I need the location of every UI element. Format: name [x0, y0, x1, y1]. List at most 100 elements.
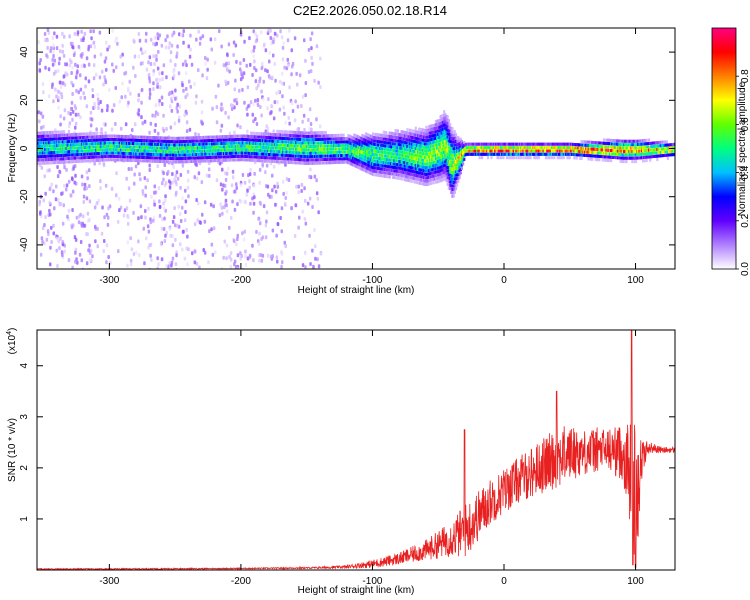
- heatmap-cell: [66, 146, 69, 150]
- heatmap-cell: [321, 137, 324, 141]
- heatmap-cell: [161, 136, 164, 140]
- heatmap-cell: [89, 159, 92, 163]
- heatmap-cell: [396, 173, 400, 177]
- heatmap-cell: [174, 157, 177, 161]
- heatmap-cell: [228, 138, 231, 142]
- heatmap-cell: [46, 137, 49, 141]
- heatmap-cell: [221, 152, 224, 156]
- heatmap-cell: [309, 134, 312, 138]
- heatmap-cell: [426, 166, 429, 169]
- heatmap-cell: [434, 136, 437, 140]
- heatmap-cell: [316, 141, 319, 145]
- heatmap-cell: [273, 133, 276, 137]
- heatmap-cell: [441, 161, 445, 165]
- heatmap-cell: [447, 119, 450, 123]
- heatmap-cell: [308, 141, 311, 145]
- heatmap-cell: [102, 145, 105, 148]
- heatmap-cell: [182, 156, 185, 160]
- heatmap-cell: [136, 135, 139, 139]
- heatmap-cell: [348, 161, 351, 165]
- heatmap-cell: [392, 132, 395, 136]
- heatmap-cell: [447, 163, 450, 167]
- heatmap-cell: [186, 139, 189, 143]
- heatmap-cell: [331, 151, 334, 154]
- heatmap-speckle: [191, 251, 194, 256]
- heatmap-cell: [380, 170, 383, 174]
- heatmap-cell: [170, 140, 173, 144]
- heatmap-cell: [161, 149, 164, 153]
- heatmap-cell: [396, 136, 400, 140]
- heatmap-speckle: [135, 250, 138, 255]
- heatmap-speckle: [245, 63, 248, 68]
- heatmap-cell: [428, 145, 432, 149]
- heatmap-cell: [282, 133, 285, 137]
- heatmap-cell: [239, 148, 242, 152]
- heatmap-speckle: [157, 102, 161, 107]
- heatmap-cell: [79, 136, 82, 140]
- heatmap-cell: [434, 160, 437, 164]
- heatmap-cell: [347, 134, 350, 138]
- heatmap-speckle: [46, 38, 49, 43]
- heatmap-cell: [425, 156, 428, 160]
- heatmap-speckle: [248, 172, 252, 177]
- heatmap-cell: [118, 148, 121, 152]
- heatmap-cell: [450, 164, 453, 167]
- heatmap-cell: [340, 140, 343, 144]
- heatmap-speckle: [262, 204, 266, 209]
- heatmap-speckle: [133, 54, 137, 59]
- heatmap-cell: [419, 141, 422, 145]
- heatmap-cell: [175, 136, 178, 140]
- heatmap-cell: [189, 146, 192, 150]
- heatmap-cell: [338, 147, 342, 151]
- heatmap-speckle: [259, 105, 262, 109]
- heatmap-cell: [301, 151, 304, 155]
- heatmap-cell: [140, 159, 143, 163]
- heatmap-cell: [392, 152, 395, 156]
- heatmap-speckle: [98, 30, 102, 35]
- heatmap-cell: [389, 141, 392, 145]
- heatmap-cell: [424, 156, 427, 159]
- heatmap-cell: [329, 147, 332, 151]
- heatmap-cell: [284, 157, 287, 161]
- heatmap-speckle: [80, 174, 84, 179]
- heatmap-cell: [407, 179, 410, 182]
- heatmap-cell: [375, 166, 378, 170]
- heatmap-cell: [74, 139, 78, 143]
- heatmap-cell: [337, 157, 340, 161]
- heatmap-cell: [391, 148, 394, 152]
- heatmap-cell: [407, 172, 410, 176]
- heatmap-cell: [387, 134, 390, 138]
- heatmap-speckle: [63, 82, 67, 87]
- heatmap-cell: [388, 148, 391, 152]
- heatmap-cell: [303, 141, 306, 145]
- heatmap-cell: [103, 151, 106, 155]
- heatmap-speckle: [211, 252, 215, 257]
- heatmap-speckle: [94, 72, 98, 77]
- heatmap-cell: [404, 157, 407, 161]
- heatmap-cell: [79, 139, 82, 143]
- heatmap-cell: [221, 142, 224, 145]
- heatmap-cell: [182, 160, 185, 164]
- heatmap-speckle: [314, 256, 317, 261]
- heatmap-cell: [117, 134, 120, 138]
- heatmap-cell: [59, 154, 62, 157]
- heatmap-cell: [341, 143, 344, 147]
- heatmap-cell: [147, 149, 150, 153]
- heatmap-cell: [82, 139, 85, 143]
- heatmap-cell: [108, 138, 111, 141]
- heatmap-speckle: [170, 96, 173, 101]
- heatmap-cell: [385, 174, 388, 178]
- heatmap-cell: [368, 167, 371, 171]
- heatmap-cell: [96, 135, 99, 139]
- heatmap-cell: [425, 183, 428, 187]
- heatmap-speckle: [195, 176, 199, 181]
- heatmap-cell: [272, 139, 275, 143]
- heatmap-cell: [196, 153, 199, 156]
- heatmap-cell: [314, 144, 317, 148]
- heatmap-speckle: [248, 36, 251, 41]
- heatmap-cell: [130, 155, 133, 159]
- heatmap-cell: [51, 161, 54, 165]
- heatmap-cell: [253, 148, 256, 152]
- heatmap-cell: [444, 177, 447, 181]
- heatmap-speckle: [181, 205, 184, 210]
